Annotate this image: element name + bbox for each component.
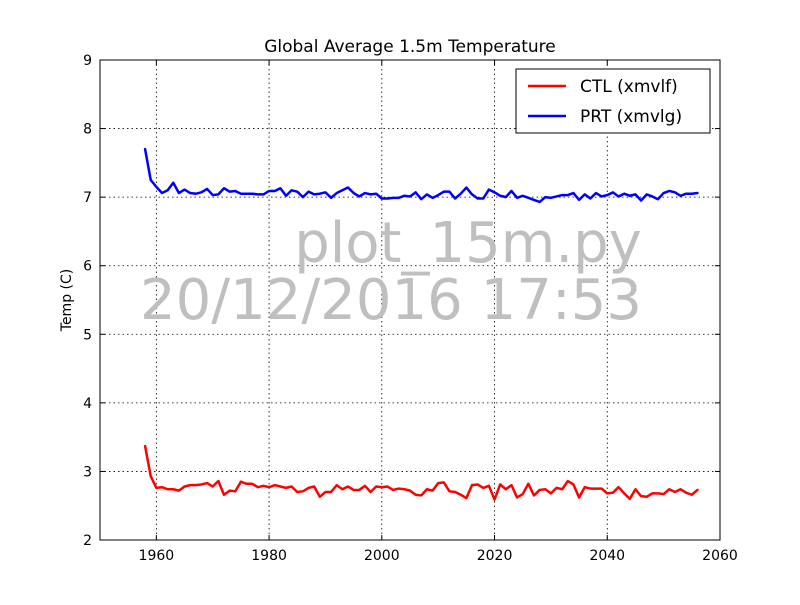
y-tick-label: 6 [83, 259, 92, 275]
x-tick-label: 2060 [702, 548, 738, 564]
x-tick-label: 2020 [477, 548, 513, 564]
legend-label-prt: PRT (xmvlg) [580, 107, 682, 127]
watermark-line-2: 20/12/2016 17:53 [140, 268, 642, 333]
watermark-line-1: plot_15m.py [294, 211, 642, 276]
y-tick-label: 4 [83, 396, 92, 412]
legend: CTL (xmvlf) PRT (xmvlg) [515, 68, 711, 134]
ticks-layer: 1960 1980 2000 2020 2040 2060 2 3 4 5 6 7 8 9 [83, 53, 738, 564]
plot-frame [99, 59, 721, 541]
y-axis-label: Temp (C) [59, 269, 75, 332]
chart-title: Global Average 1.5m Temperature [264, 37, 556, 57]
y-tick-label: 2 [83, 533, 92, 549]
series-layer [143, 147, 699, 501]
x-tick-label: 2000 [364, 548, 400, 564]
y-tick-label: 9 [83, 53, 92, 69]
y-tick-label: 8 [83, 122, 92, 138]
y-tick-label: 7 [83, 190, 92, 206]
x-tick-label: 1980 [251, 548, 287, 564]
series-line-ctl [143, 444, 699, 501]
legend-label-ctl: CTL (xmvlf) [580, 77, 678, 97]
legend-box [515, 68, 711, 134]
watermark: plot_15m.py 20/12/2016 17:53 [140, 211, 642, 333]
y-tick-label: 3 [83, 464, 92, 480]
y-tick-label: 5 [83, 327, 92, 343]
grid-layer [100, 60, 720, 540]
x-tick-label: 2040 [589, 548, 625, 564]
x-tick-label: 1960 [139, 548, 175, 564]
series-line-prt [143, 147, 699, 204]
